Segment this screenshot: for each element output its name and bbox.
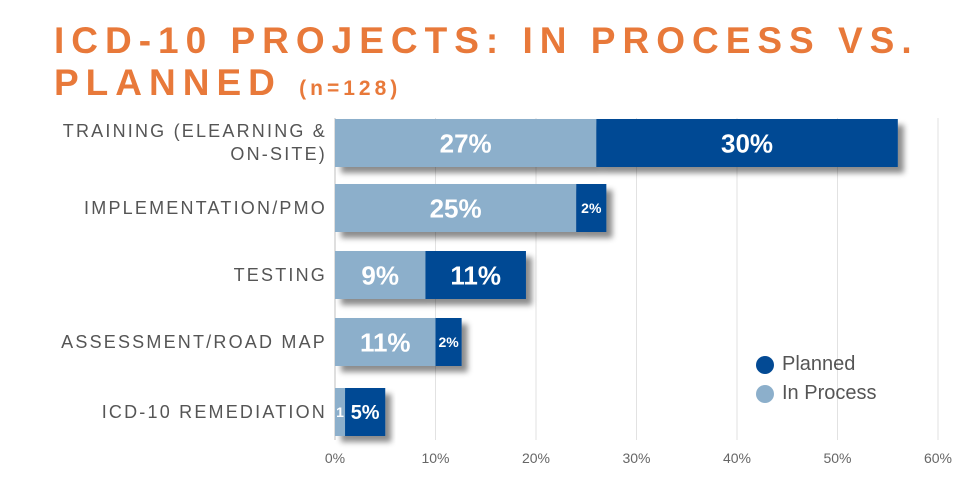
bar-in-process (335, 251, 426, 299)
bar-planned (576, 184, 607, 232)
bar-in-process (335, 388, 346, 436)
data-label-in-process: 1 (336, 404, 344, 420)
x-tick-label: 40% (723, 450, 751, 466)
category-label: ASSESSMENT/ROAD MAP (61, 332, 327, 352)
bar-planned (425, 251, 526, 299)
chart-title: ICD-10 PROJECTS: IN PROCESS VS. PLANNED … (54, 20, 955, 110)
bar-group (335, 388, 386, 436)
bar-in-process (335, 119, 597, 167)
bar-planned (435, 318, 462, 366)
bar-group (335, 318, 462, 366)
data-label-in-process: 9% (361, 260, 399, 290)
chart-title-text: ICD-10 PROJECTS: IN PROCESS VS. PLANNED (54, 20, 919, 103)
bar-group (335, 119, 898, 167)
data-label-planned: 2% (581, 200, 602, 216)
category-label: TESTING (234, 265, 327, 285)
data-label-planned: 2% (438, 334, 459, 350)
x-tick-label: 30% (622, 450, 650, 466)
data-label-in-process: 25% (430, 193, 482, 223)
bar-group (335, 251, 526, 299)
legend-item-planned: Planned (756, 350, 876, 379)
data-label-planned: 5% (351, 402, 380, 424)
bar-group (335, 184, 607, 232)
data-label-planned: 30% (721, 128, 773, 158)
category-label: IMPLEMENTATION/PMO (84, 198, 327, 218)
bar-planned (345, 388, 386, 436)
chart-subtitle: (n=128) (299, 77, 402, 100)
bar-planned (596, 119, 898, 167)
x-tick-label: 60% (924, 450, 952, 466)
x-tick-label: 20% (522, 450, 550, 466)
bar-in-process (335, 184, 577, 232)
data-label-in-process: 27% (440, 128, 492, 158)
legend-swatch-planned (756, 355, 774, 374)
legend-label-in-process: In Process (782, 382, 877, 404)
legend-swatch-in-process (756, 384, 774, 403)
bar-in-process (335, 318, 436, 366)
category-label: ICD-10 REMEDIATION (102, 402, 327, 422)
legend-item-in-process: In Process (756, 379, 876, 408)
category-label: TRAINING (ELEARNING & ON-SITE) (63, 121, 327, 164)
x-tick-label: 10% (421, 450, 449, 466)
chart-legend: Planned In Process (756, 350, 876, 408)
data-label-planned: 11% (450, 260, 501, 290)
legend-label-planned: Planned (782, 353, 856, 375)
x-tick-label: 0% (325, 450, 345, 466)
x-tick-label: 50% (823, 450, 851, 466)
data-label-in-process: 11% (360, 327, 411, 357)
